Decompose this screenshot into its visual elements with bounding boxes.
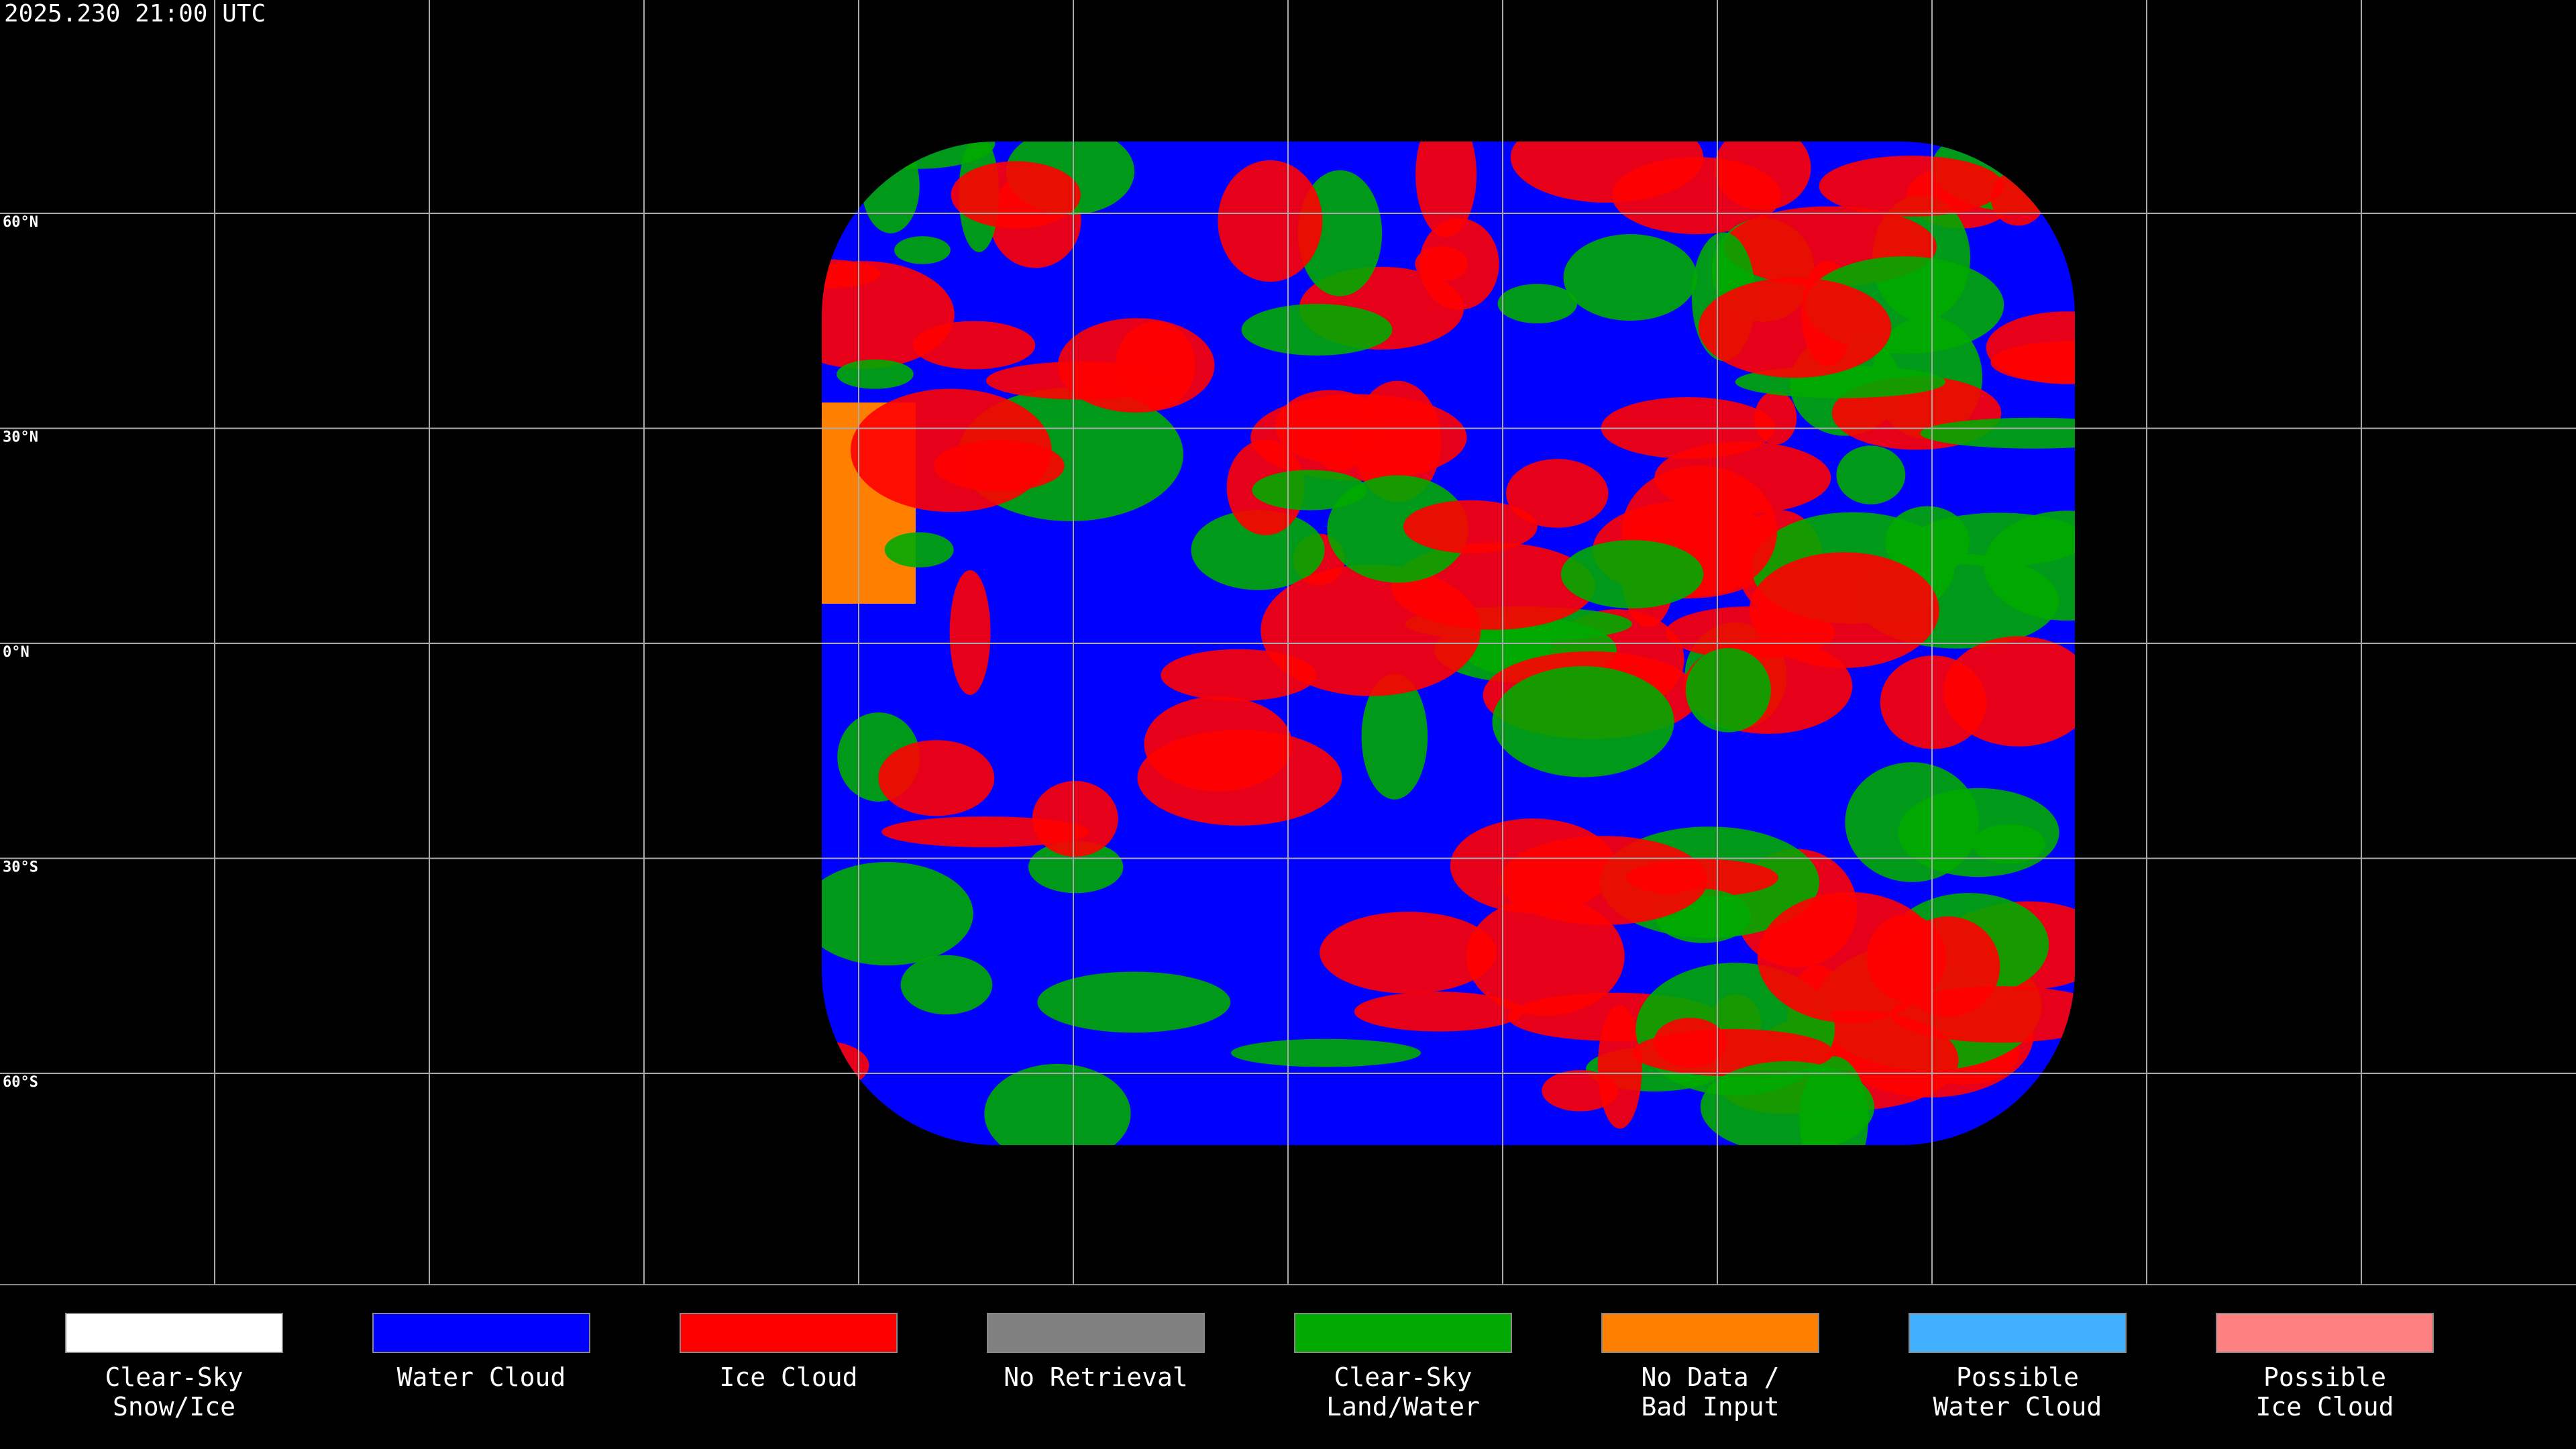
cloud-patch [1057,318,1215,413]
legend-swatch [1909,1313,2127,1353]
cloud-patch [1542,1070,1619,1112]
cloud-patch [1698,277,1892,378]
cloud-patch [1866,914,1946,1002]
latitude-label: 60°N [3,214,38,231]
cloud-patch [1836,445,1906,504]
cloud-patch [1403,500,1538,553]
legend-label: Snow/Ice [113,1392,235,1421]
cloud-patch [837,359,914,389]
cloud-patch [878,740,995,816]
cloud-patch [900,955,993,1015]
cloud-patch [1920,417,2075,449]
cloud-patch [984,1063,1131,1145]
timestamp: 2025.230 21:00 UTC [4,0,266,28]
legend-label: No Retrieval [1004,1362,1188,1392]
cloud-patch [1415,246,1468,282]
legend-label: Water Cloud [1933,1392,2102,1421]
legend-label: Bad Input [1642,1392,1780,1421]
cloud-patch [1986,311,2075,384]
cloud-patch [1028,841,1124,894]
cloud-patch [1845,762,1980,882]
cloud-patch [1972,824,2046,864]
legend-label: Possible [1956,1362,2079,1392]
cloud-patch [1890,985,2075,1043]
cloud-patch [1319,443,1360,471]
cloud-patch [1505,459,1609,528]
cloud-patch [1685,648,1771,733]
legend-label: Water Cloud [397,1362,566,1392]
cloud-patch [1943,636,2075,747]
cloud-patch [1714,142,1811,211]
cloud-patch [1560,540,1704,608]
cloud-patch [1563,233,1697,321]
cloud-patch [1499,836,1708,925]
legend-label: Ice Cloud [720,1362,858,1392]
latitude-label: 30°N [3,429,38,446]
cloud-patch [912,321,1036,370]
cloud-patch [1492,666,1674,777]
cloud-patch [894,236,951,264]
cloud-patch [822,861,973,966]
cloud-patch [850,388,1052,513]
latitude-label: 60°S [3,1074,38,1091]
cloud-patch [1320,912,1497,994]
satellite-disk [822,142,2075,1145]
cloud-patch [1749,552,1939,668]
cloud-patch [1327,475,1469,583]
cloud-patch [1191,510,1325,590]
legend-swatch [1601,1313,1819,1353]
cloud-patch [1819,156,2004,217]
legend-swatch [65,1313,283,1353]
legend-label: No Data / [1642,1362,1780,1392]
legend-label: Land/Water [1326,1392,1480,1421]
cloud-patch [1231,1038,1421,1067]
cloud-patch [1510,142,1704,203]
cloud-patch [949,570,991,695]
legend-label: Ice Cloud [2256,1392,2394,1421]
latitude-label: 30°S [3,859,38,876]
legend-swatch [2216,1313,2434,1353]
cloud-patch [1353,380,1442,502]
cloud-patch [1037,971,1231,1033]
legend-swatch [1294,1313,1512,1353]
cloud-patch [1497,284,1578,324]
cloud-patch [1466,897,1625,1016]
legend-label: Possible [2263,1362,2386,1392]
cloud-patch [1361,674,1428,800]
cloud-patch [1415,142,1477,237]
cloud-patch [1032,781,1118,857]
cloud-patch [1984,511,2075,621]
graticule: 60°N 30°N 0°N 30°S 60°S [0,0,2576,1285]
cloud-patch [1137,729,1342,826]
legend-label: Clear-Sky [105,1362,244,1392]
cloud-patch [822,261,955,369]
cloud-patch [951,161,1081,229]
cloud-patch [1252,470,1367,511]
legend-swatch [987,1313,1205,1353]
legend-swatch [372,1313,590,1353]
cloud-patch [884,532,954,568]
legend-label: Clear-Sky [1334,1362,1472,1392]
cloud-patch [1700,1061,1875,1145]
latitude-label: 0°N [3,644,30,661]
cloud-patch [1241,304,1393,356]
cloud-patch [1218,160,1323,282]
legend-swatch [680,1313,898,1353]
cloud-patch [1354,991,1523,1032]
